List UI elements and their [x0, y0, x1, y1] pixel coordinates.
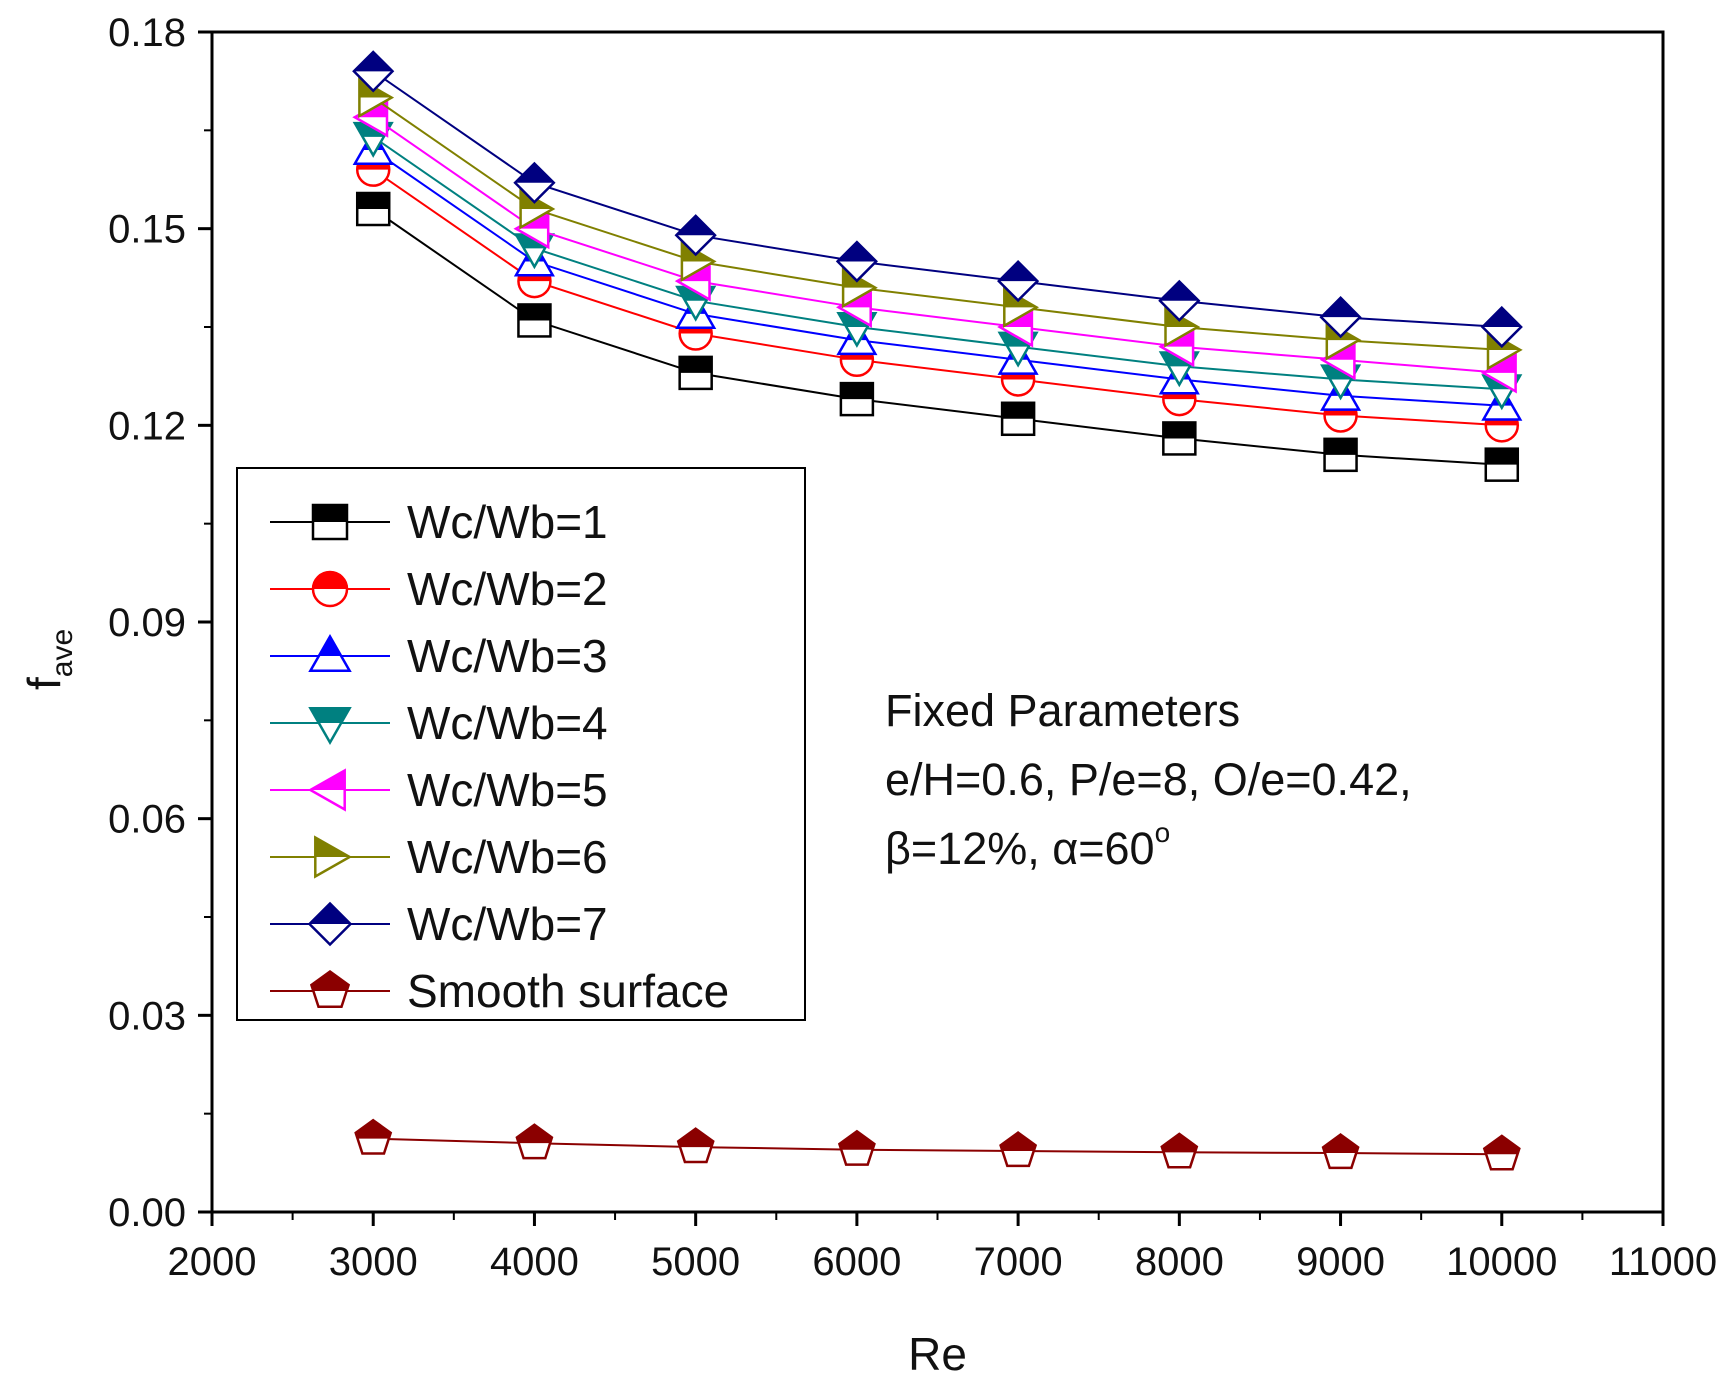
series-7 — [352, 50, 1523, 349]
data-point — [1323, 437, 1358, 473]
axes: 2000 3000 4000 5000 6000 7000 8000 9000 10000 110… — [18, 11, 1717, 1380]
data-point — [1484, 447, 1520, 482]
x-axis-title: Re — [908, 1328, 967, 1380]
legend-item: Wc/Wb=2 — [270, 563, 608, 615]
y-axis-title-sub: ave — [46, 629, 79, 677]
data-point — [1160, 1132, 1199, 1169]
y-tick-label: 0.18 — [108, 11, 186, 55]
series-line — [372, 116, 1502, 374]
data-point — [1480, 352, 1517, 394]
legend-label: Smooth surface — [407, 965, 729, 1017]
x-tick-label: 6000 — [812, 1240, 901, 1284]
y-tick-label: 0.15 — [108, 208, 186, 252]
data-point — [513, 161, 556, 204]
data-point — [1000, 401, 1036, 437]
legend-label: Wc/Wb=6 — [407, 831, 608, 883]
x-tick-label: 11000 — [1609, 1240, 1717, 1284]
legend-marker — [308, 707, 352, 746]
series-line — [372, 70, 1502, 328]
data-point — [678, 355, 713, 391]
legend-item: Wc/Wb=5 — [270, 764, 608, 816]
legend-label: Wc/Wb=1 — [407, 496, 608, 548]
series-line — [373, 1137, 1502, 1156]
data-point — [837, 1129, 876, 1166]
legend-marker — [307, 768, 346, 812]
y-tick-label: 0.06 — [108, 798, 186, 842]
data-point — [835, 240, 878, 283]
data-point — [355, 191, 391, 227]
annotation: Fixed Parameters e/H=0.6, P/e=8, O/e=0.4… — [885, 685, 1412, 874]
data-point — [1158, 279, 1201, 322]
legend-item: Wc/Wb=7 — [270, 898, 608, 950]
data-point — [1482, 1134, 1521, 1171]
data-point — [839, 381, 875, 417]
series-line — [372, 208, 1502, 466]
series-1 — [355, 191, 1520, 482]
data-point — [517, 303, 552, 338]
y-tick-label: 0.12 — [108, 404, 186, 448]
annotation-title: Fixed Parameters — [885, 685, 1240, 736]
data-point — [1319, 296, 1362, 339]
legend-label: Wc/Wb=7 — [407, 898, 608, 950]
x-tick-label: 10000 — [1446, 1240, 1557, 1284]
x-tick-label: 5000 — [651, 1240, 740, 1284]
series-8 — [354, 1118, 1521, 1171]
data-point — [1321, 1133, 1360, 1170]
data-point — [1480, 305, 1523, 349]
data-point — [515, 1123, 554, 1160]
x-tick-label: 9000 — [1296, 1240, 1385, 1284]
plot-frame — [210, 30, 1665, 1214]
legend-label: Wc/Wb=3 — [407, 630, 608, 682]
legend-item: Wc/Wb=6 — [270, 831, 608, 883]
legend-item: Wc/Wb=3 — [270, 630, 608, 682]
annotation-line2-text: β=12%, α=60 — [885, 823, 1155, 874]
data-point — [676, 1127, 715, 1164]
legend-label: Wc/Wb=5 — [407, 764, 608, 816]
data-point — [674, 214, 717, 257]
x-tick-label: 7000 — [974, 1240, 1063, 1284]
x-tick-label: 3000 — [329, 1240, 418, 1284]
data-point — [999, 1131, 1038, 1168]
legend-label: Wc/Wb=2 — [407, 563, 608, 615]
legend-item: Wc/Wb=4 — [270, 697, 608, 749]
legend-marker — [311, 570, 349, 608]
y-tick-label: 0.03 — [108, 994, 186, 1038]
y-axis-title-main: f — [18, 677, 70, 690]
x-tick-label: 8000 — [1135, 1240, 1224, 1284]
legend: Wc/Wb=1 Wc/Wb=2 Wc/Wb=3 Wc/Wb=4 Wc/Wb=5 Wc/Wb… — [236, 467, 806, 1021]
series-line — [372, 96, 1502, 351]
legend-item: Wc/Wb=1 — [270, 496, 608, 548]
series-line — [372, 149, 1502, 407]
legend-item: Smooth surface — [270, 965, 729, 1017]
legend-label: Wc/Wb=4 — [407, 697, 608, 749]
legend-marker — [311, 503, 349, 541]
data-point — [352, 50, 395, 93]
plot-series — [352, 50, 1523, 1171]
y-axis-title: fave — [18, 629, 79, 690]
y-tick-label: 0.00 — [108, 1191, 186, 1235]
data-point — [1162, 421, 1197, 456]
series-line — [372, 136, 1502, 391]
y-tick-label: 0.09 — [108, 601, 186, 645]
annotation-line1: e/H=0.6, P/e=8, O/e=0.42, — [885, 754, 1412, 805]
legend-marker — [307, 901, 353, 947]
series-line — [372, 168, 1502, 427]
annotation-degree: o — [1155, 817, 1171, 848]
annotation-line2: β=12%, α=60o — [885, 817, 1170, 874]
data-point — [997, 260, 1040, 303]
legend-marker — [309, 969, 351, 1009]
data-point — [354, 1118, 393, 1155]
legend-marker — [314, 835, 353, 879]
x-tick-label: 2000 — [168, 1240, 257, 1284]
x-tick-label: 4000 — [490, 1240, 579, 1284]
legend-marker — [308, 633, 352, 672]
